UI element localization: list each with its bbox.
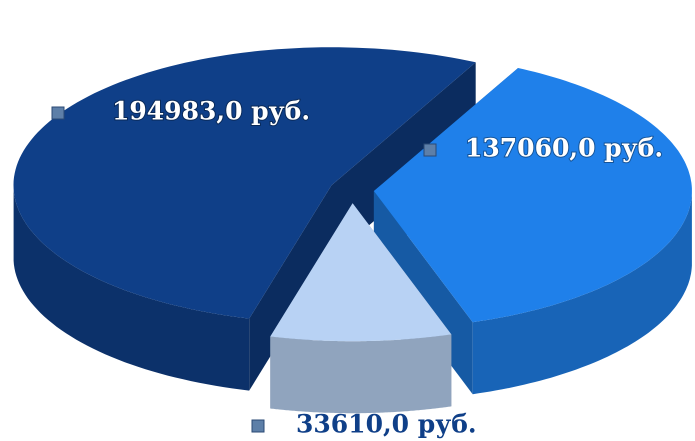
- label-marker: [423, 143, 437, 157]
- value-label: 137060,0 руб.: [465, 134, 663, 163]
- slice: [270, 203, 452, 414]
- slice-top: [13, 47, 476, 319]
- value-label: 33610,0 руб.: [296, 410, 477, 439]
- value-label: 194983,0 руб.: [112, 97, 310, 126]
- slice-side: [249, 185, 332, 391]
- label-marker: [51, 106, 65, 120]
- slice-wall: [472, 193, 692, 395]
- label-marker: [251, 419, 265, 433]
- slice-wall: [13, 188, 250, 391]
- slice-wall: [270, 334, 452, 414]
- slice-side: [331, 62, 476, 258]
- slice-top: [373, 68, 692, 323]
- slice-top: [270, 203, 452, 342]
- slice: [13, 47, 476, 391]
